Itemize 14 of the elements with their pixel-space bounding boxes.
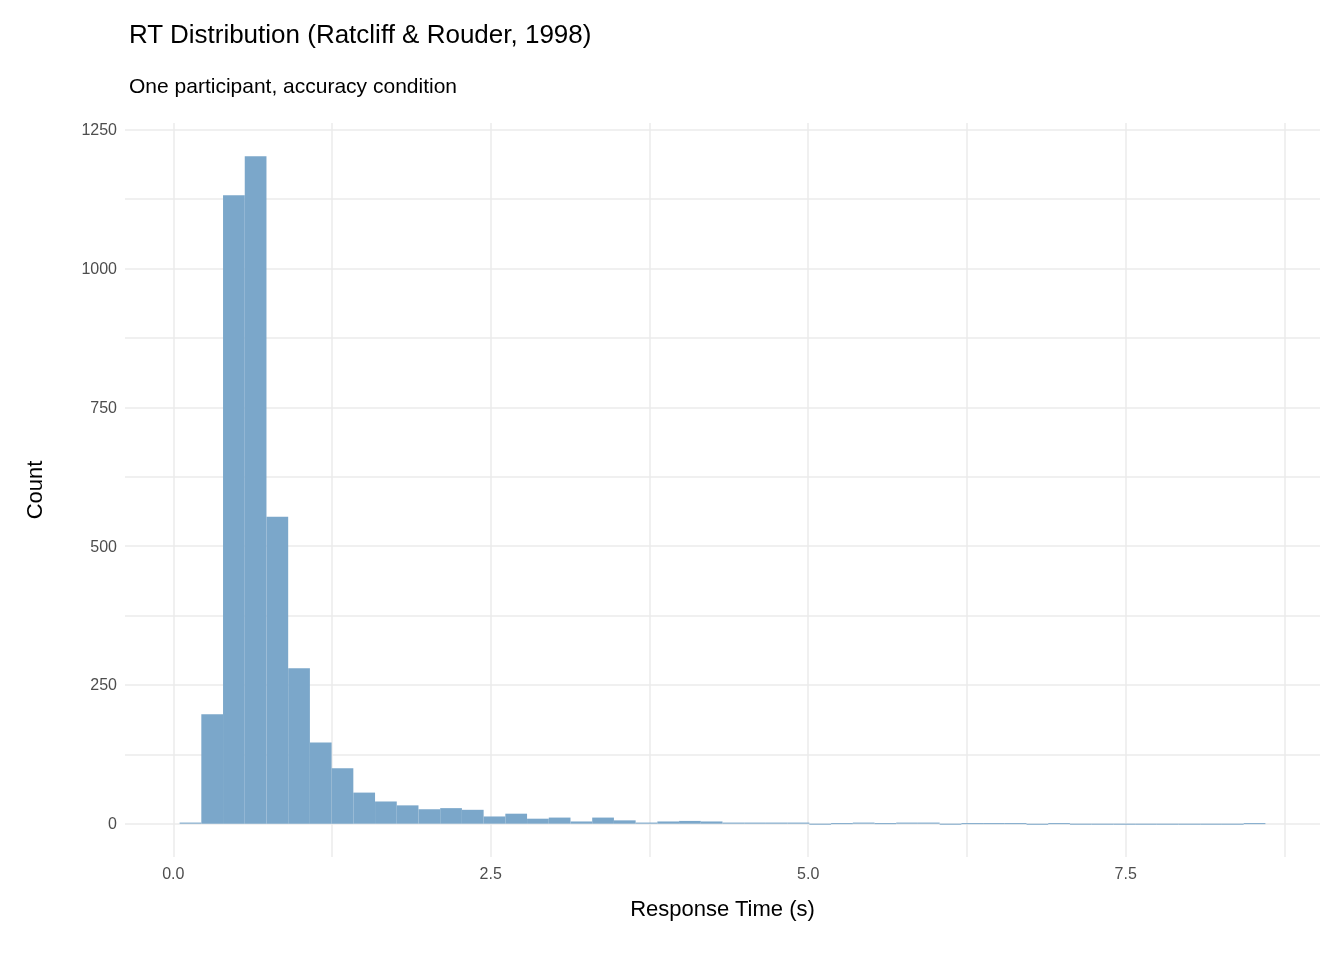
y-tick-label: 750 <box>90 398 118 416</box>
x-tick-label: 5.0 <box>797 864 820 882</box>
x-tick-label: 2.5 <box>479 864 502 882</box>
x-tick-label: 7.5 <box>1114 864 1137 882</box>
chart-title: RT Distribution (Ratcliff & Rouder, 1998) <box>129 19 592 49</box>
y-tick-label: 0 <box>108 815 118 833</box>
y-tick-label: 1250 <box>81 121 118 139</box>
x-axis-title: Response Time (s) <box>630 895 815 921</box>
y-tick-label: 1000 <box>81 259 118 277</box>
y-tick-label: 500 <box>90 537 118 555</box>
y-tick-label: 250 <box>90 676 118 694</box>
y-axis-title: Count <box>21 460 47 520</box>
chart-subtitle: One participant, accuracy condition <box>129 74 458 97</box>
x-tick-label: 0.0 <box>162 864 185 882</box>
